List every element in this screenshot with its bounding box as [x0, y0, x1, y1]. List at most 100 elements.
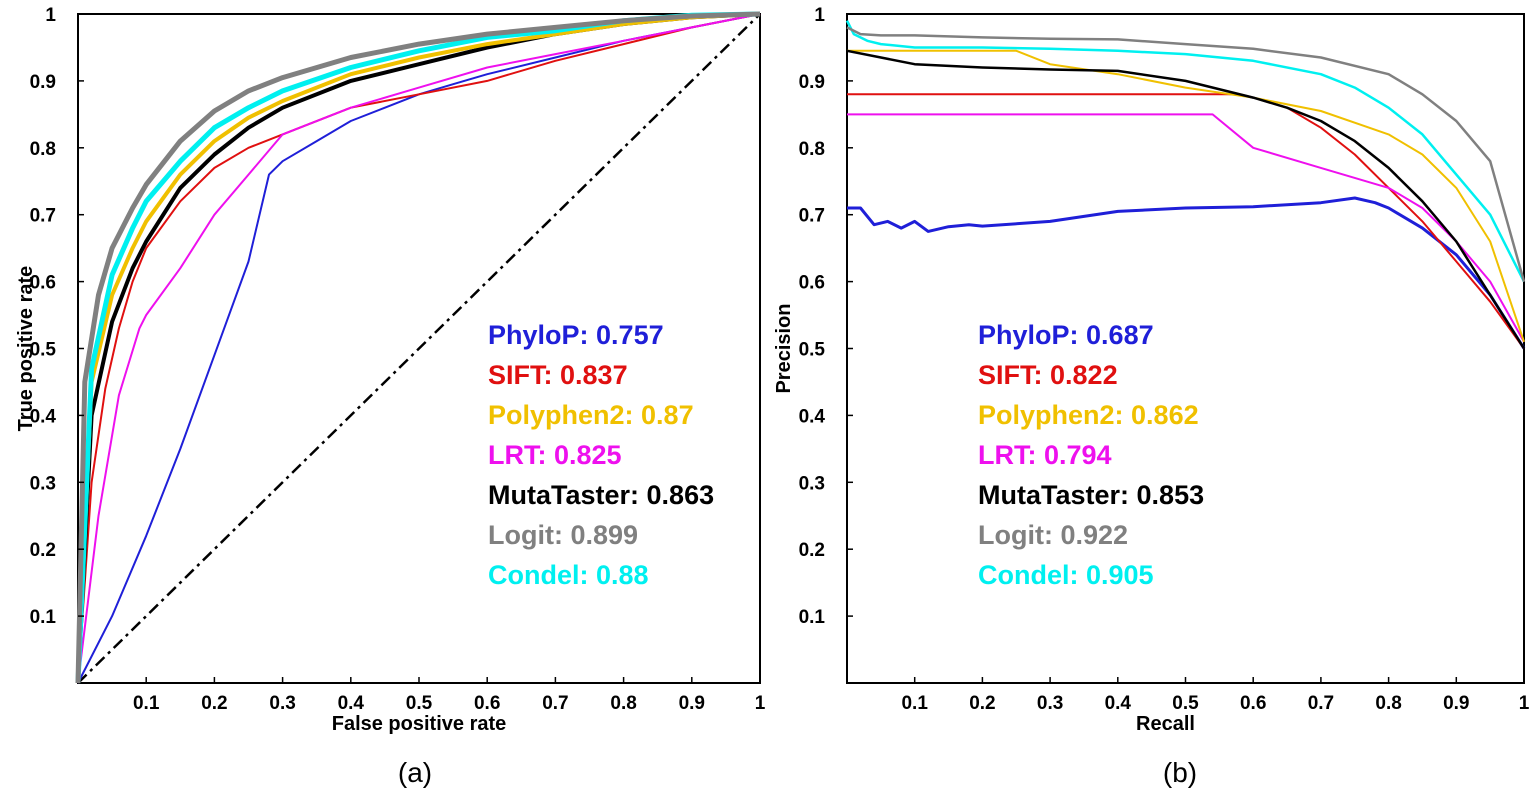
legend-value: 0.863 — [647, 480, 715, 510]
x-tick-label: 0.5 — [1172, 693, 1199, 714]
y-tick-label: 0.2 — [30, 540, 56, 561]
legend-separator: : — [1034, 360, 1051, 390]
series-line-phylop — [77, 13, 761, 684]
x-tick-label: 0.7 — [542, 693, 568, 714]
legend-value: 0.862 — [1131, 400, 1199, 430]
legend-separator: : — [1115, 400, 1132, 430]
y-tick-label: 0.4 — [30, 406, 57, 427]
precision-recall-chart: 0.1 0.2 0.3 0.4 0.5 0.6 0.7 0.8 0.9 1 0.1 0.2 0.3 0.4… — [773, 5, 1530, 788]
y-tick-label: 0.9 — [799, 72, 825, 93]
series-line-sift — [847, 93, 1525, 350]
y-tick-label: 0.9 — [30, 72, 56, 93]
legend-entry-condel: Condel: 0.905 — [978, 560, 1154, 590]
x-tick-label: 1 — [755, 693, 766, 714]
x-tick-label: 0.8 — [610, 693, 636, 714]
legend-value: 0.837 — [560, 360, 628, 390]
legend-value: 0.822 — [1050, 360, 1118, 390]
legend-separator: : — [1070, 320, 1087, 350]
y-tick-label: 0.7 — [30, 206, 56, 227]
y-tick-label: 0.7 — [799, 206, 825, 227]
legend-entry-phylop: PhyloP: 0.757 — [488, 320, 664, 350]
legend-entry-polyphen2: Polyphen2: 0.862 — [978, 400, 1199, 430]
x-tick-label: 0.2 — [969, 693, 995, 714]
legend-entry-polyphen2: Polyphen2: 0.87 — [488, 400, 694, 430]
x-tick-label: 0.4 — [1105, 693, 1132, 714]
legend-name: SIFT — [488, 360, 547, 390]
legend-name: Condel — [488, 560, 580, 590]
series-line-condel — [845, 20, 1526, 283]
legend-entry-condel: Condel: 0.88 — [488, 560, 649, 590]
legend-value: 0.687 — [1086, 320, 1154, 350]
legend-entry-lrt: LRT: 0.794 — [978, 440, 1112, 470]
x-tick-label: 0.5 — [406, 693, 433, 714]
legend-entry-logit: Logit: 0.899 — [488, 520, 638, 550]
panel-label: (b) — [1163, 757, 1197, 788]
legend-separator: : — [544, 360, 561, 390]
x-tick-label: 0.1 — [133, 693, 160, 714]
series-line-lrt — [77, 13, 761, 684]
x-tick-label: 0.3 — [1037, 693, 1063, 714]
x-tick-label: 0.9 — [679, 693, 705, 714]
y-tick-label: 0.2 — [799, 540, 825, 561]
y-tick-label: 0.1 — [30, 607, 57, 628]
legend-separator: : — [1070, 560, 1087, 590]
x-tick-label: 0.4 — [338, 693, 365, 714]
y-tick-label: 0.5 — [30, 340, 57, 361]
legend-name: LRT — [488, 440, 541, 470]
legend-separator: : — [538, 440, 555, 470]
x-tick-label: 0.3 — [269, 693, 295, 714]
y-tick-label: 0.1 — [799, 607, 826, 628]
y-tick-label: 0.3 — [30, 473, 56, 494]
legend-value: 0.87 — [641, 400, 694, 430]
x-tick-label: 1 — [1519, 693, 1530, 714]
legend-value: 0.853 — [1137, 480, 1205, 510]
legend-value: 0.794 — [1044, 440, 1112, 470]
x-axis-label: False positive rate — [332, 713, 507, 735]
legend-name: LRT — [978, 440, 1031, 470]
series-line-logit — [846, 26, 1526, 282]
series-line-polyphen2 — [76, 12, 761, 684]
legend-name: MutaTaster — [488, 480, 631, 510]
y-tick-label: 0.5 — [799, 340, 826, 361]
legend-separator: : — [1044, 520, 1061, 550]
y-tick-label: 1 — [814, 5, 825, 26]
legend-name: Logit — [488, 520, 554, 550]
x-tick-label: 0.7 — [1308, 693, 1334, 714]
legend-separator: : — [1028, 440, 1045, 470]
x-tick-label: 0.1 — [901, 693, 928, 714]
x-tick-label: 0.2 — [201, 693, 227, 714]
legend-separator: : — [1120, 480, 1137, 510]
y-axis-label: Precision — [773, 303, 795, 393]
series-line-mutataster — [846, 49, 1526, 350]
x-tick-label: 0.6 — [1240, 693, 1266, 714]
legend-value: 0.757 — [596, 320, 664, 350]
y-axis-label: True positive rate — [15, 266, 37, 432]
legend-value: 0.922 — [1060, 520, 1128, 550]
y-tick-label: 0.6 — [799, 273, 825, 294]
x-tick-label: 0.6 — [474, 693, 500, 714]
legend-entry-mutataster: MutaTaster: 0.853 — [978, 480, 1204, 510]
legend-separator: : — [580, 560, 597, 590]
series-line-diagonal — [77, 13, 761, 684]
legend-name: Condel — [978, 560, 1070, 590]
legend-entry-phylop: PhyloP: 0.687 — [978, 320, 1154, 350]
series-line-sift — [77, 13, 761, 684]
y-tick-label: 0.6 — [30, 273, 56, 294]
panel-label: (a) — [398, 757, 432, 788]
legend-value: 0.825 — [554, 440, 622, 470]
legend-name: SIFT — [978, 360, 1037, 390]
x-axis-label: Recall — [1136, 713, 1195, 735]
legend-entry-sift: SIFT: 0.837 — [488, 360, 628, 390]
y-tick-label: 0.3 — [799, 473, 825, 494]
legend-entry-logit: Logit: 0.922 — [978, 520, 1128, 550]
y-tick-label: 0.8 — [799, 139, 825, 160]
legend-name: MutaTaster — [978, 480, 1121, 510]
legend-entry-mutataster: MutaTaster: 0.863 — [488, 480, 714, 510]
legend-entry-lrt: LRT: 0.825 — [488, 440, 622, 470]
y-tick-label: 0.4 — [799, 406, 826, 427]
legend-name: PhyloP — [488, 320, 580, 350]
roc-chart: 0.1 0.2 0.3 0.4 0.5 0.6 0.7 0.8 0.9 1 0.1 0.2 0.3 0.4… — [15, 5, 766, 788]
legend-value: 0.899 — [570, 520, 638, 550]
legend-name: Logit — [978, 520, 1044, 550]
legend-name: Polyphen2 — [978, 400, 1115, 430]
